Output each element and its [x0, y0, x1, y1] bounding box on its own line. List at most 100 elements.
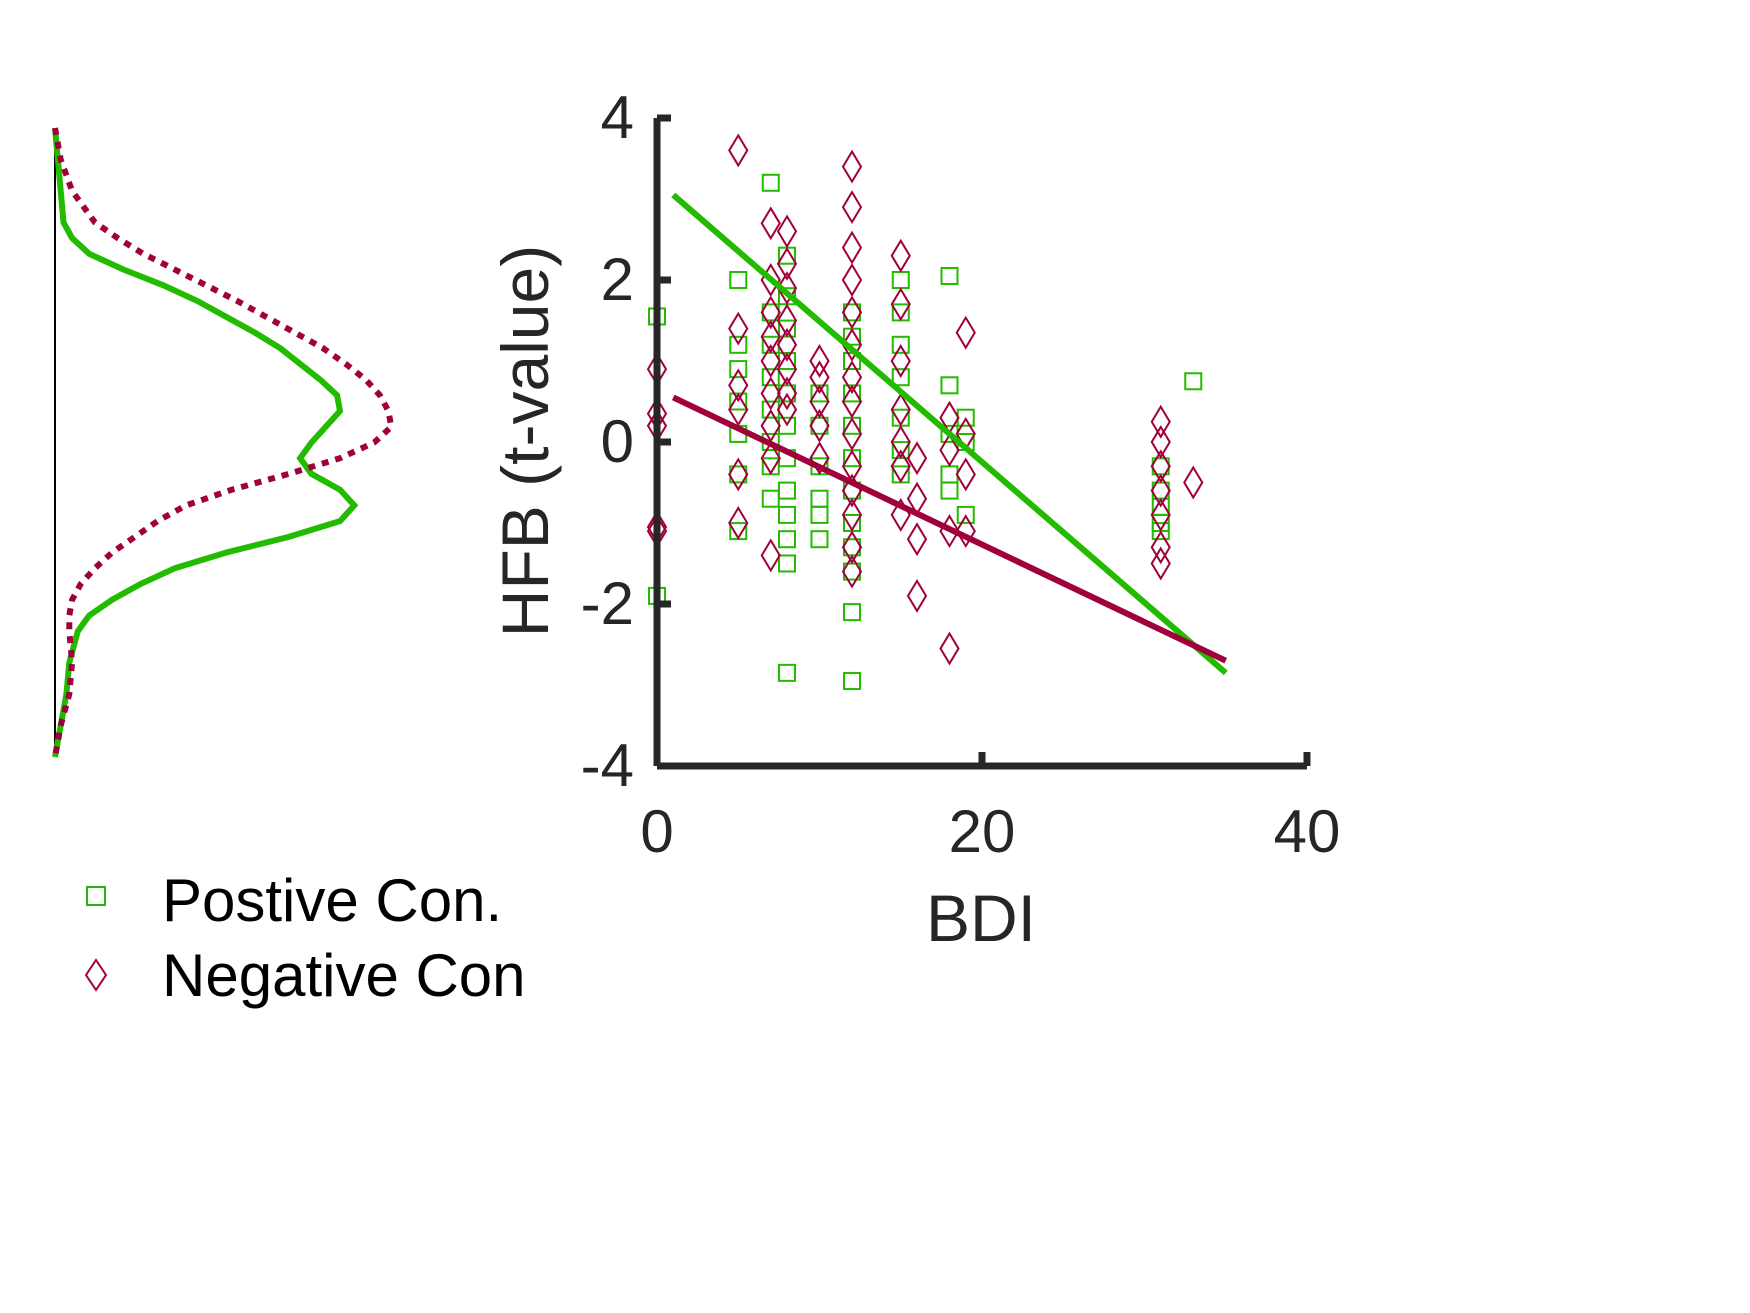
- data-point-negative: [841, 416, 863, 451]
- data-point-negative: [1150, 497, 1171, 532]
- data-point-negative: [809, 384, 830, 419]
- data-point-negative: [1150, 425, 1171, 459]
- data-point-negative: [760, 376, 781, 411]
- y-axis-title: HFB (t-value): [488, 245, 562, 637]
- data-point-positive: [778, 530, 796, 549]
- data-point-negative: [890, 449, 911, 484]
- legend-marker-diamond: [84, 958, 108, 992]
- data-point-negative: [760, 441, 781, 476]
- data-point-negative: [841, 497, 863, 532]
- y-tick-label: 2: [601, 246, 634, 313]
- data-point-negative: [809, 360, 830, 395]
- data-point-negative: [760, 538, 781, 573]
- data-point-positive: [729, 271, 748, 289]
- data-point-negative: [890, 287, 911, 322]
- data-point-negative: [890, 425, 911, 459]
- data-point-negative: [728, 457, 749, 492]
- data-point-negative: [776, 214, 798, 249]
- data-point-negative: [728, 133, 749, 168]
- data-point-negative: [760, 206, 781, 241]
- data-point-negative: [841, 360, 863, 395]
- density-curve-positive: [52, 127, 359, 758]
- y-tick-label: -2: [581, 570, 634, 637]
- data-point-positive: [729, 360, 748, 379]
- data-point-negative: [760, 408, 781, 443]
- x-tick-label: 40: [1274, 798, 1341, 865]
- data-point-negative: [760, 295, 781, 330]
- data-point-negative: [906, 578, 928, 613]
- data-point-negative: [841, 530, 863, 565]
- data-point-negative: [906, 441, 928, 476]
- data-point-positive: [810, 530, 829, 549]
- data-point-negative: [955, 457, 976, 492]
- data-point-negative: [841, 554, 863, 589]
- data-point-positive: [778, 481, 796, 500]
- data-point-positive: [761, 173, 780, 192]
- data-point-negative: [1150, 449, 1171, 484]
- data-point-positive: [761, 368, 780, 387]
- fit-line-negative: [671, 394, 1228, 664]
- density-curve-negative: [52, 127, 395, 758]
- data-point-negative: [841, 149, 863, 184]
- data-point-positive: [810, 489, 829, 508]
- data-point-negative: [841, 263, 863, 297]
- legend-label-positive: Postive Con.: [162, 867, 502, 934]
- data-point-negative: [890, 392, 911, 427]
- data-point-negative: [841, 327, 863, 362]
- fit-line-positive: [671, 192, 1228, 676]
- y-tick-label: 0: [601, 408, 634, 475]
- data-point-negative: [939, 433, 960, 468]
- data-point-positive: [778, 505, 796, 524]
- series-negative-points: [646, 133, 1204, 666]
- data-point-negative: [955, 514, 976, 549]
- x-tick-label: 0: [640, 798, 673, 865]
- data-point-negative: [776, 327, 798, 362]
- data-point-negative: [1150, 546, 1171, 581]
- data-point-negative: [776, 271, 798, 306]
- scatter-plot: 420-2-4 0 20 40 BDI HFB (t-value): [488, 84, 1340, 955]
- data-point-negative: [776, 376, 798, 411]
- data-point-negative: [760, 344, 781, 378]
- legend-label-negative: Negative Con: [162, 942, 526, 1009]
- data-point-negative: [841, 295, 863, 330]
- data-point-negative: [890, 238, 911, 273]
- data-point-positive: [1151, 522, 1170, 541]
- data-point-negative: [939, 631, 960, 666]
- data-point-negative: [1150, 473, 1171, 508]
- data-point-negative: [809, 441, 830, 476]
- data-point-negative: [728, 506, 749, 540]
- data-point-negative: [728, 311, 749, 346]
- legend: Postive Con. Negative Con: [84, 867, 526, 1009]
- data-point-negative: [776, 392, 798, 427]
- data-point-negative: [776, 246, 798, 281]
- axes: 420-2-4 0 20 40: [581, 84, 1341, 865]
- data-point-positive: [891, 271, 910, 289]
- data-point-negative: [728, 368, 749, 403]
- data-point-negative: [809, 344, 830, 378]
- data-point-positive: [940, 266, 959, 285]
- data-point-positive: [956, 505, 975, 524]
- x-tick-label: 20: [949, 798, 1016, 865]
- data-point-positive: [940, 465, 959, 484]
- data-point-positive: [729, 335, 748, 354]
- data-point-positive: [1184, 372, 1203, 391]
- data-point-positive: [810, 505, 829, 524]
- data-point-negative: [955, 315, 976, 350]
- data-point-positive: [891, 335, 910, 354]
- legend-marker-square: [86, 886, 106, 906]
- data-point-negative: [728, 392, 749, 427]
- y-axis-ticks: 4 2 0 -2 -4: [581, 84, 671, 799]
- data-point-negative: [1150, 404, 1171, 439]
- y-tick-label: 4: [601, 84, 634, 151]
- marginal-density-panel: [52, 127, 395, 758]
- data-point-positive: [778, 663, 796, 682]
- data-point-negative: [1150, 530, 1171, 565]
- data-point-negative: [809, 408, 830, 443]
- data-point-negative: [776, 352, 798, 387]
- data-point-positive: [778, 554, 796, 573]
- data-point-positive: [891, 368, 910, 387]
- data-point-negative: [906, 522, 928, 557]
- data-point-negative: [776, 303, 798, 338]
- data-point-negative: [841, 384, 863, 419]
